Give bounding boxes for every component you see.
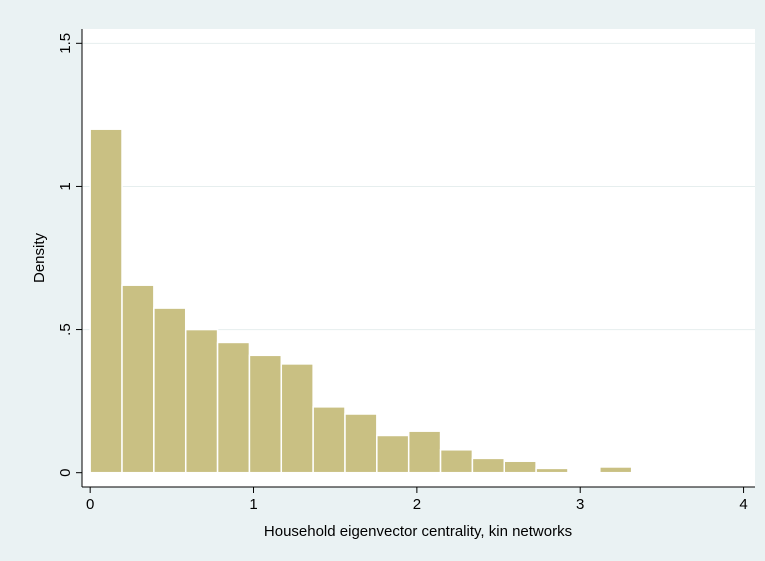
histogram-bar-2 bbox=[153, 307, 187, 474]
x-ticks: 0 1 2 3 4 bbox=[86, 487, 748, 513]
histogram-bar-6 bbox=[280, 363, 314, 474]
x-tick-label-4: 4 bbox=[739, 496, 747, 513]
histogram-bar-12 bbox=[471, 457, 506, 474]
y-tick-label-0: 0 bbox=[57, 469, 74, 477]
y-axis-title: Density bbox=[31, 232, 48, 283]
x-tick-label-0: 0 bbox=[86, 496, 94, 513]
histogram-bar-5 bbox=[248, 354, 283, 474]
x-tick-label-3: 3 bbox=[576, 496, 584, 513]
histogram-bar-13 bbox=[503, 460, 537, 474]
y-tick-label-2: 1 bbox=[57, 182, 74, 190]
histogram-bar-8 bbox=[344, 413, 378, 474]
bars bbox=[89, 128, 728, 474]
histogram-bar-16 bbox=[599, 466, 633, 474]
histogram-bar-11 bbox=[439, 449, 474, 474]
histogram-bar-4 bbox=[216, 341, 251, 474]
x-tick-label-2: 2 bbox=[413, 496, 421, 513]
histogram-bar-0 bbox=[89, 128, 123, 474]
y-ticks: 0 .5 1 1.5 bbox=[57, 33, 82, 477]
axes bbox=[81, 29, 755, 488]
histogram-bar-9 bbox=[376, 434, 410, 474]
histogram-bar-19 bbox=[694, 470, 728, 474]
y-tick-label-3: 1.5 bbox=[57, 33, 74, 54]
histogram-bar-10 bbox=[407, 430, 442, 474]
histogram-bar-1 bbox=[121, 284, 155, 474]
y-tick-label-1: .5 bbox=[57, 323, 74, 336]
histogram-bar-7 bbox=[312, 406, 346, 474]
x-axis-title: Household eigenvector centrality, kin ne… bbox=[264, 523, 572, 540]
histogram-bar-3 bbox=[184, 328, 219, 474]
histogram-bar-14 bbox=[535, 467, 569, 474]
x-tick-label-1: 1 bbox=[249, 496, 257, 513]
